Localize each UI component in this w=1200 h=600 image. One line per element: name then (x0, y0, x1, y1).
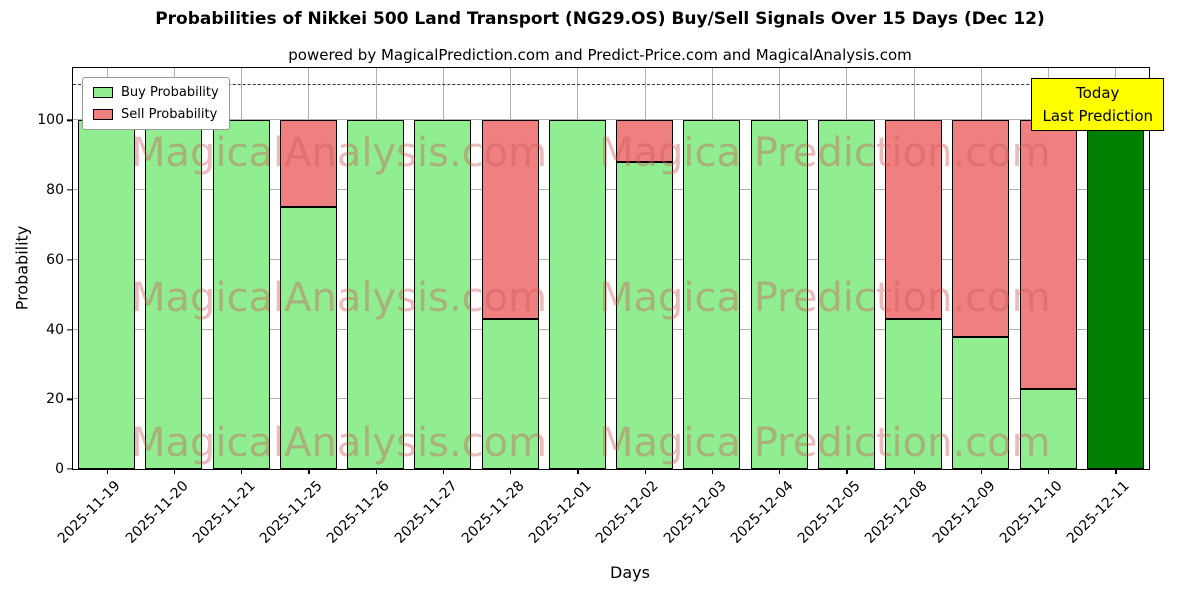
y-tick-label: 40 (46, 321, 64, 338)
bar-sell-segment (885, 120, 943, 320)
x-tick-mark (173, 469, 176, 474)
bar-sell-segment (1019, 120, 1077, 389)
y-tick-mark (67, 119, 73, 121)
x-tick-mark (779, 469, 781, 474)
bar-buy-segment (1086, 120, 1144, 469)
legend: Buy Probability Sell Probability (82, 77, 230, 130)
x-tick-label: 2025-12-04 (727, 478, 797, 547)
x-tick-label: 2025-11-28 (458, 478, 528, 547)
bar-sell-segment (952, 120, 1010, 337)
x-tick-label: 2025-11-20 (122, 478, 192, 547)
x-tick-mark (913, 469, 915, 474)
legend-sell-label: Sell Probability (121, 107, 218, 122)
x-tick-label: 2025-11-25 (256, 478, 326, 547)
y-axis-label: Probability (12, 225, 32, 311)
x-tick-mark (375, 469, 377, 474)
x-tick-label: 2025-11-21 (189, 478, 259, 547)
x-tick-label: 2025-11-27 (391, 478, 461, 547)
x-tick-label: 2025-12-10 (996, 478, 1066, 547)
x-tick-mark (1048, 469, 1050, 474)
x-tick-mark (442, 469, 445, 474)
y-tick-label: 100 (37, 112, 64, 129)
x-tick-label: 2025-12-08 (862, 478, 931, 547)
x-axis-label: Days (610, 563, 650, 582)
x-tick-mark (308, 469, 310, 474)
bar-buy-segment (683, 120, 741, 469)
gridline-y-40 (73, 328, 1149, 330)
threshold-dashed-line (73, 84, 1149, 86)
bar-buy-segment (212, 120, 270, 469)
y-tick-label: 0 (55, 461, 64, 477)
gridline-y-100 (73, 119, 1149, 121)
bar-buy-segment (750, 120, 808, 469)
x-tick-mark (980, 469, 983, 474)
bar-buy-segment (817, 120, 875, 469)
bar-buy-segment (952, 336, 1010, 469)
bar-buy-segment (347, 120, 405, 469)
x-tick-mark (1115, 469, 1117, 474)
legend-sell-swatch (93, 109, 113, 120)
x-tick-label: 2025-12-03 (660, 478, 730, 547)
x-tick-label: 2025-12-05 (794, 478, 864, 547)
y-tick-label: 80 (46, 182, 64, 199)
x-tick-mark (644, 469, 646, 474)
x-tick-label: 2025-12-01 (525, 478, 595, 547)
bar-sell-segment (616, 120, 674, 163)
y-tick-label: 20 (46, 391, 64, 408)
legend-buy-label: Buy Probability (121, 85, 219, 100)
bar-buy-segment (885, 319, 943, 469)
chart-title: Probabilities of Nikkei 500 Land Transpo… (155, 9, 1045, 29)
x-tick-mark (846, 469, 848, 474)
x-tick-mark (510, 469, 512, 474)
bar-sell-segment (481, 120, 539, 320)
x-tick-mark (577, 469, 579, 474)
y-tick-mark (67, 189, 73, 191)
plot-area: MagicalAnalysis.com Magica Prediction.com… (37, 67, 1164, 547)
x-tick-mark (711, 469, 714, 474)
legend-item-sell: Sell Probability (93, 107, 219, 122)
gridline-y-60 (73, 258, 1149, 260)
chart-subtitle: powered by MagicalPrediction.com and Pre… (288, 46, 912, 64)
x-tick-label: 2025-11-26 (324, 478, 393, 547)
legend-item-buy: Buy Probability (93, 85, 219, 100)
gridline-y-80 (73, 189, 1149, 191)
today-annotation: Today Last Prediction (1031, 78, 1164, 131)
y-tick-label: 60 (46, 251, 64, 268)
bar-buy-segment (616, 162, 674, 469)
y-tick-mark (67, 259, 73, 261)
bar-sell-segment (279, 120, 337, 208)
x-tick-label: 2025-12-09 (929, 478, 999, 547)
x-tick-mark (106, 469, 108, 474)
x-tick-mark (241, 469, 243, 474)
gridline-y-20 (73, 398, 1149, 400)
x-tick-label: 2025-12-02 (593, 478, 662, 547)
x-tick-label: 2025-12-11 (1063, 478, 1133, 547)
bar-buy-segment (1019, 388, 1077, 469)
bar-buy-segment (481, 319, 539, 469)
y-tick-mark (67, 398, 73, 400)
y-tick-mark (67, 328, 73, 331)
bar-buy-segment (78, 120, 136, 469)
today-annotation-line1: Today (1076, 84, 1120, 102)
bar-buy-segment (145, 120, 203, 469)
x-tick-label: 2025-11-19 (55, 478, 124, 547)
y-tick-mark (67, 468, 73, 470)
legend-buy-swatch (93, 87, 113, 98)
bar-buy-segment (548, 120, 606, 469)
bar-buy-segment (279, 207, 337, 469)
today-annotation-line2: Last Prediction (1042, 106, 1153, 125)
bar-buy-segment (414, 120, 472, 469)
